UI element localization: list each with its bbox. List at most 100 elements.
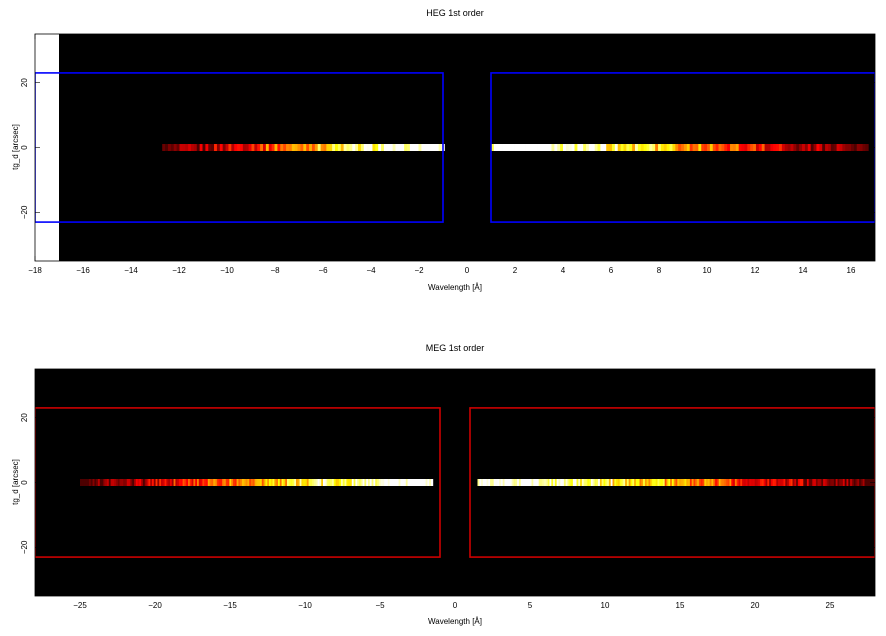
meg-spectrum-pixel (157, 479, 160, 486)
heg-spectrum-pixel (326, 144, 330, 151)
meg-spectrum-strip (80, 479, 875, 486)
meg-spectrum-pixel (83, 479, 86, 486)
meg-spectrum-pixel (299, 479, 302, 486)
meg-spectrum-pixel (779, 479, 783, 486)
meg-spectrum-pixel (92, 479, 95, 486)
meg-spectrum-pixel (517, 479, 520, 486)
meg-spectrum-pixel (617, 479, 621, 486)
meg-spectrum-pixel (508, 479, 511, 486)
meg-spectrum-pixel (310, 479, 313, 486)
meg-spectrum-pixel (87, 479, 90, 486)
heg-spectrum-pixel (288, 144, 293, 151)
meg-x-axis-label: Wavelength [Å] (428, 617, 482, 626)
heg-spectrum-pixel (412, 144, 417, 151)
heg-spectrum-pixel (635, 144, 639, 151)
meg-spectrum-pixel (481, 479, 484, 486)
meg-spectrum-pixel (420, 479, 423, 486)
meg-spectrum-pixel (844, 479, 847, 486)
heg-x-tick-label: 8 (657, 266, 662, 275)
meg-x-tick-label: 15 (676, 601, 685, 610)
meg-spectrum-pixel (265, 479, 268, 486)
meg-spectrum-pixel (686, 479, 689, 486)
meg-spectrum-pixel (707, 479, 711, 486)
meg-spectrum-pixel (414, 479, 417, 486)
heg-x-tick-label: −12 (172, 266, 186, 275)
meg-spectrum-pixel (218, 479, 221, 486)
meg-spectrum-pixel (770, 479, 774, 486)
meg-spectrum-pixel (828, 479, 831, 486)
heg-spectrum-pixel (597, 144, 601, 151)
meg-spectrum-pixel (815, 479, 819, 486)
meg-spectrum-pixel (700, 479, 703, 486)
meg-spectrum-pixel (794, 479, 797, 486)
heg-spectrum-pixel (548, 144, 552, 151)
meg-spectrum-pixel (98, 479, 101, 486)
meg-spectrum-pixel (386, 479, 389, 486)
meg-spectrum-pixel (607, 479, 610, 486)
meg-spectrum-pixel (177, 479, 180, 486)
heg-spectrum-pixel (663, 144, 668, 151)
heg-x-tick-label: 0 (465, 266, 470, 275)
heg-spectrum-pixel (830, 144, 835, 151)
meg-spectrum-pixel (103, 479, 106, 486)
meg-spectrum-pixel (583, 479, 586, 486)
meg-spectrum-pixel (431, 479, 434, 486)
heg-spectrum-pixel (383, 144, 388, 151)
meg-spectrum-pixel (377, 479, 380, 486)
heg-spectrum-pixel (531, 144, 535, 151)
meg-spectrum-pixel (830, 479, 833, 486)
meg-spectrum-pixel (698, 479, 702, 486)
meg-spectrum-pixel (553, 479, 556, 486)
heg-spectrum-pixel (378, 144, 382, 151)
heg-x-tick-label: −16 (76, 266, 90, 275)
meg-spectrum-pixel (139, 479, 142, 486)
meg-spectrum-pixel (859, 479, 862, 486)
heg-spectrum-pixel (366, 144, 370, 151)
meg-spectrum-pixel (632, 479, 635, 486)
heg-spectrum-pixel (263, 144, 267, 151)
heg-spectrum-pixel (173, 144, 177, 151)
heg-spectrum-pixel (637, 144, 642, 151)
meg-spectrum-pixel (551, 479, 554, 486)
meg-spectrum-pixel (610, 479, 613, 486)
heg-x-tick-label: 10 (703, 266, 712, 275)
meg-spectrum-pixel (652, 479, 655, 486)
meg-spectrum-pixel (643, 479, 646, 486)
meg-spectrum-pixel (407, 479, 410, 486)
heg-spectrum-pixel (265, 144, 270, 151)
heg-spectrum-pixel (182, 144, 186, 151)
meg-spectrum-pixel (641, 479, 644, 486)
meg-spectrum-pixel (482, 479, 486, 486)
meg-spectrum-pixel (742, 479, 745, 486)
heg-spectrum-pixel (392, 144, 396, 151)
meg-spectrum-pixel (287, 479, 290, 486)
meg-spectrum-pixel (488, 479, 491, 486)
heg-spectrum-pixel (698, 144, 702, 151)
meg-spectrum-pixel (416, 479, 419, 486)
heg-spectrum-pixel (753, 144, 757, 151)
meg-spectrum-pixel (306, 479, 309, 486)
heg-spectrum-pixel (389, 144, 393, 151)
heg-spectrum-pixel (761, 144, 765, 151)
meg-spectrum-pixel (776, 479, 779, 486)
meg-spectrum-pixel (335, 479, 338, 486)
meg-x-tick-label: 0 (453, 601, 458, 610)
heg-spectrum-pixel (185, 144, 189, 151)
meg-spectrum-pixel (650, 479, 653, 486)
heg-spectrum-pixel (779, 144, 783, 151)
meg-x-tick-label: −25 (73, 601, 87, 610)
heg-spectrum-pixel (724, 144, 728, 151)
meg-spectrum-pixel (603, 479, 606, 486)
heg-spectrum-pixel (784, 144, 789, 151)
heg-y-tick-label: 20 (20, 78, 29, 87)
meg-spectrum-pixel (598, 479, 601, 486)
meg-spectrum-pixel (227, 479, 230, 486)
meg-spectrum-pixel (355, 479, 358, 486)
meg-spectrum-pixel (272, 479, 275, 486)
heg-spectrum-pixel (827, 144, 832, 151)
meg-spectrum-pixel (184, 479, 187, 486)
heg-spectrum-pixel (534, 144, 538, 151)
meg-spectrum-pixel (608, 479, 612, 486)
heg-spectrum-pixel (773, 144, 777, 151)
heg-x-tick-label: −6 (318, 266, 328, 275)
